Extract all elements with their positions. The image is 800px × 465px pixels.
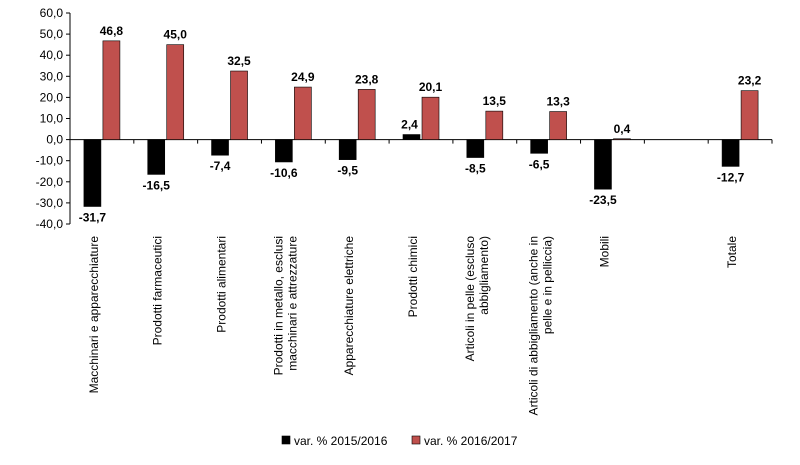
data-label: 46,8 (100, 24, 124, 38)
category-label-line: Articoli di abbigliamento (anche in (527, 236, 541, 415)
category-label: Prodotti farmaceutici (151, 236, 165, 345)
bar-2016-2017 (613, 138, 631, 140)
category-label: Apparecchiature elettriche (342, 236, 356, 376)
bar-2016-2017 (549, 111, 567, 140)
bars (83, 40, 759, 207)
data-label: -23,5 (589, 193, 617, 207)
bar-2015-2016 (211, 139, 229, 156)
category-label: Prodotti in metallo, esclusimacchinari e… (271, 236, 299, 376)
data-label: -10,6 (270, 166, 298, 180)
bar-2016-2017 (485, 110, 504, 140)
bar-2015-2016 (594, 139, 612, 190)
category-label-line: Prodotti in metallo, esclusi (271, 236, 285, 375)
data-label: 45,0 (164, 28, 188, 42)
y-tick-label: 50,0 (40, 27, 64, 41)
category-label-line: Macchinari e apparecchiature (87, 236, 101, 394)
category-label: Prodotti alimentari (215, 236, 229, 333)
category-label: Articoli di abbigliamento (anche inpelle… (527, 236, 555, 415)
category-label: Macchinari e apparecchiature (87, 236, 101, 394)
data-label: -7,4 (210, 159, 231, 173)
category-label: Prodotti chimici (406, 236, 420, 317)
data-label: 0,4 (614, 122, 631, 136)
category-labels: Macchinari e apparecchiature Prodotti far… (87, 236, 739, 416)
data-label: -8,5 (465, 162, 486, 176)
bar-2016-2017 (740, 90, 759, 140)
bar-2015-2016 (402, 134, 421, 140)
legend-swatch (411, 435, 421, 445)
bar-2016-2017 (421, 96, 440, 140)
category-label-line: Prodotti farmaceutici (151, 236, 165, 345)
bar-2015-2016 (275, 139, 293, 163)
y-tick-label: 60,0 (40, 6, 64, 20)
data-label: -9,5 (337, 164, 358, 178)
data-labels: -31,7 46,8 -16,5 45,0 -7,4 32,5 -10,6 24,9 -9,5 2… (79, 24, 762, 225)
y-tick-label: 30,0 (40, 69, 64, 83)
legend-label: var. % 2015/2016 (294, 434, 388, 448)
category-label-line: abbigliamento) (477, 236, 491, 315)
y-tick-label: -40,0 (36, 217, 64, 231)
bar-2016-2017 (294, 86, 312, 140)
category-label-line: Mobili (597, 236, 611, 267)
data-label: 24,9 (291, 70, 315, 84)
data-label: 23,8 (355, 72, 379, 86)
data-label: -16,5 (143, 178, 171, 192)
bar-2015-2016 (466, 139, 485, 158)
data-label: -31,7 (79, 210, 107, 224)
bar-2015-2016 (147, 139, 166, 175)
bar-2016-2017 (166, 44, 185, 140)
bar-2016-2017 (230, 70, 248, 140)
y-axis-ticks: 60,0 50,0 40,0 30,0 20,0 10,0 0,0 -10,0 -20,0 -30… (36, 6, 70, 231)
data-label: 2,4 (401, 118, 418, 132)
data-label: 13,5 (483, 94, 507, 108)
category-label-line: macchinari e attrezzature (285, 236, 299, 371)
data-label: 23,2 (738, 74, 762, 88)
y-tick-label: -30,0 (36, 196, 64, 210)
bar-2016-2017 (102, 40, 121, 140)
legend: var. % 2015/2016 var. % 2016/2017 (281, 434, 518, 448)
category-label-line: Articoli in pelle (escluso (463, 236, 477, 362)
data-label: 13,3 (546, 95, 570, 109)
y-tick-label: 10,0 (40, 112, 64, 126)
y-tick-label: 0,0 (46, 133, 63, 147)
category-label-line: Totale (725, 236, 739, 268)
y-tick-label: -10,0 (36, 154, 64, 168)
legend-swatch (281, 435, 291, 445)
bar-2015-2016 (721, 139, 740, 167)
category-label: Articoli in pelle (esclusoabbigliamento) (463, 236, 491, 362)
category-label-line: pelle e in pelliccia) (541, 236, 555, 334)
bar-2015-2016 (338, 139, 357, 160)
bar-2015-2016 (530, 139, 548, 154)
category-label-line: Prodotti chimici (406, 236, 420, 317)
category-label: Mobili (597, 236, 611, 267)
data-label: 32,5 (227, 54, 251, 68)
y-tick-label: -20,0 (36, 175, 64, 189)
bar-2015-2016 (83, 139, 102, 207)
category-label-line: Apparecchiature elettriche (342, 236, 356, 376)
data-label: 20,1 (419, 80, 443, 94)
legend-label: var. % 2016/2017 (424, 434, 518, 448)
y-tick-label: 40,0 (40, 48, 64, 62)
data-label: -12,7 (717, 170, 745, 184)
category-label-line: Prodotti alimentari (215, 236, 229, 333)
data-label: -6,5 (529, 157, 550, 171)
category-label: Totale (725, 236, 739, 268)
bar-2016-2017 (357, 89, 376, 140)
y-tick-label: 20,0 (40, 90, 64, 104)
